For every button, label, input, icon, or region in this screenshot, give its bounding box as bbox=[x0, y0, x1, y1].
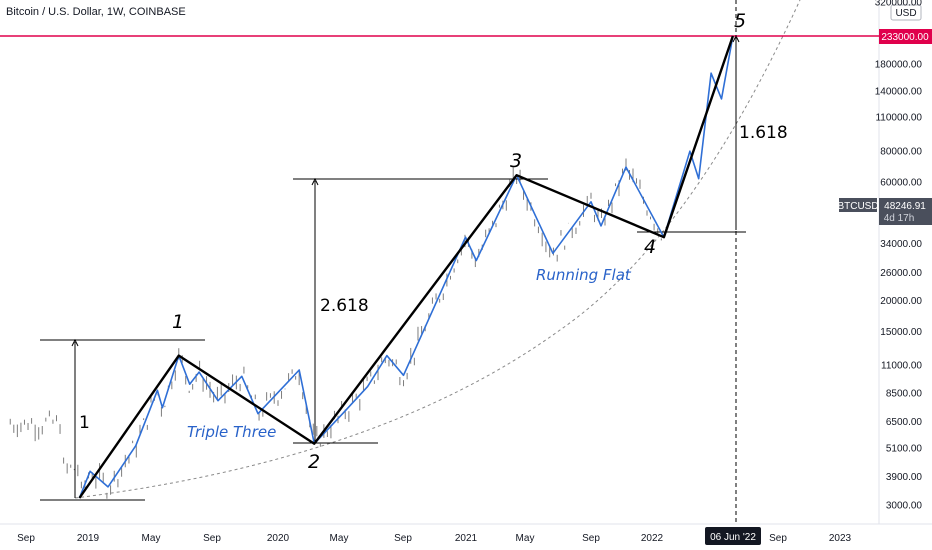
price-tick-label: 3000.00 bbox=[886, 501, 923, 512]
wave-label-5: 5 bbox=[734, 10, 746, 32]
price-tick-label: 26000.00 bbox=[880, 268, 922, 279]
fib-ratio-wave3: 2.618 bbox=[320, 296, 369, 316]
price-bars bbox=[9, 158, 662, 499]
price-tick-label: 11000.00 bbox=[881, 360, 922, 371]
time-tick-label: Sep bbox=[769, 533, 787, 544]
last-price-badge bbox=[879, 198, 932, 225]
price-tick-label: 320000.00 bbox=[875, 0, 923, 8]
price-axis[interactable]: 320000.00 180000.00 140000.00 110000.00 8000… bbox=[875, 0, 923, 512]
time-axis[interactable]: Sep 2019 May Sep 2020 May Sep 2021 May Sep 2022 Sep… bbox=[17, 533, 851, 544]
time-tick-label: 2019 bbox=[77, 533, 100, 544]
triple-three-note: Triple Three bbox=[187, 423, 276, 441]
time-tick-label: 2023 bbox=[829, 533, 852, 544]
subwave-line bbox=[78, 35, 734, 499]
time-tick-label: Sep bbox=[203, 533, 221, 544]
price-tick-label: 80000.00 bbox=[880, 147, 922, 158]
wave-label-1: 1 bbox=[172, 311, 184, 333]
wave-label-3: 3 bbox=[510, 150, 522, 172]
price-tick-label: 6500.00 bbox=[886, 417, 923, 428]
price-tick-label: 8500.00 bbox=[886, 388, 923, 399]
growth-curve bbox=[74, 0, 801, 499]
currency-label: USD bbox=[895, 8, 916, 19]
price-tick-label: 3900.00 bbox=[886, 472, 923, 483]
running-flat-note: Running Flat bbox=[536, 266, 632, 284]
crosshair-date-badge bbox=[705, 527, 761, 545]
wave3-arrow-head bbox=[311, 177, 319, 186]
target-price-badge bbox=[879, 29, 932, 44]
last-price-value: 48246.91 bbox=[884, 201, 926, 212]
time-tick-label: May bbox=[516, 533, 535, 544]
price-tick-label: 110000.00 bbox=[875, 112, 922, 123]
time-tick-label: Sep bbox=[394, 533, 412, 544]
price-tick-label: 140000.00 bbox=[875, 86, 923, 97]
bar-countdown: 4d 17h bbox=[884, 213, 915, 224]
fib-measurements bbox=[40, 34, 746, 501]
wave-label-4: 4 bbox=[644, 236, 656, 258]
wave1-arrow-head bbox=[71, 338, 79, 347]
fib-ratio-wave5: 1.618 bbox=[739, 123, 788, 143]
wave-lines bbox=[78, 35, 735, 499]
time-tick-label: 2022 bbox=[641, 533, 664, 544]
fib-ratio-wave1: 1 bbox=[79, 413, 90, 433]
growth-curve-path bbox=[74, 0, 801, 499]
price-tick-label: 60000.00 bbox=[880, 178, 922, 189]
currency-selector[interactable] bbox=[890, 4, 922, 21]
chart-title: Bitcoin / U.S. Dollar, 1W, COINBASE bbox=[6, 6, 186, 18]
symbol-badge bbox=[839, 198, 877, 212]
time-tick-label: Sep bbox=[582, 533, 600, 544]
time-tick-label: 2021 bbox=[455, 533, 478, 544]
time-tick-label: 2020 bbox=[267, 533, 290, 544]
price-tick-label: 34000.00 bbox=[880, 239, 922, 250]
price-tick-label: 180000.00 bbox=[875, 59, 923, 70]
symbol-label: BTCUSD bbox=[837, 201, 878, 212]
time-tick-label: May bbox=[330, 533, 349, 544]
price-tick-label: 20000.00 bbox=[880, 296, 922, 307]
price-tick-label: 5100.00 bbox=[886, 443, 923, 454]
price-axis-bg[interactable] bbox=[879, 0, 932, 550]
impulse-wave-line bbox=[78, 35, 735, 499]
target-price-value: 233000.00 bbox=[881, 32, 929, 43]
wave-label-2: 2 bbox=[308, 451, 320, 473]
time-tick-label: May bbox=[142, 533, 161, 544]
crosshair-date: 06 Jun '22 bbox=[710, 532, 756, 543]
time-tick-label: Sep bbox=[17, 533, 35, 544]
price-tick-label: 15000.00 bbox=[880, 327, 922, 338]
